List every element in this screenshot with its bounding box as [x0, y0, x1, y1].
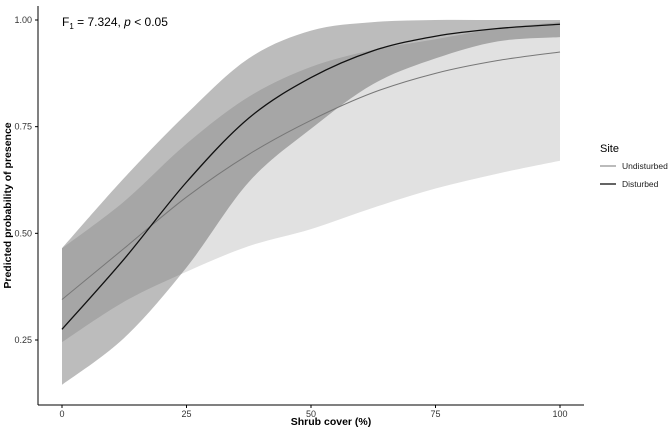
- line-undisturbed: [61, 51, 561, 300]
- x-axis-title: Shrub cover (%): [291, 416, 372, 428]
- x-tick-label: 25: [181, 409, 191, 419]
- x-tick-label: 100: [552, 409, 567, 419]
- annotation-value: = 7.324,: [74, 15, 124, 29]
- annotation-p-symbol: p: [123, 15, 131, 29]
- x-axis-ticks: 0 25 50 75 100: [59, 405, 568, 419]
- series-lines: [61, 23, 561, 330]
- y-tick-label: 1.00: [14, 15, 32, 25]
- legend-label-disturbed: Disturbed: [622, 179, 659, 189]
- x-tick-label: 0: [59, 409, 64, 419]
- y-tick-label: 0.50: [14, 228, 32, 238]
- annotation-p-value: < 0.05: [131, 15, 168, 29]
- legend-items: Undisturbed Disturbed: [600, 161, 668, 189]
- x-tick-label: 50: [306, 409, 316, 419]
- y-tick-label: 0.75: [14, 122, 32, 132]
- y-axis-title: Predicted probability of presence: [2, 122, 14, 288]
- annotation-subscript: 1: [69, 22, 74, 31]
- stat-annotation: F1 = 7.324, p < 0.05: [62, 15, 168, 31]
- x-tick-label: 75: [430, 409, 440, 419]
- confidence-bands: [62, 19, 560, 385]
- legend: Site Undisturbed Disturbed: [600, 143, 668, 189]
- legend-title: Site: [600, 143, 619, 155]
- y-axis-ticks: 0.25 0.50 0.75 1.00: [14, 15, 38, 345]
- legend-label-undisturbed: Undisturbed: [622, 161, 668, 171]
- y-tick-label: 0.25: [14, 335, 32, 345]
- line-disturbed: [61, 23, 561, 330]
- annotation-stat: F: [62, 15, 69, 29]
- band-disturbed: [62, 19, 560, 385]
